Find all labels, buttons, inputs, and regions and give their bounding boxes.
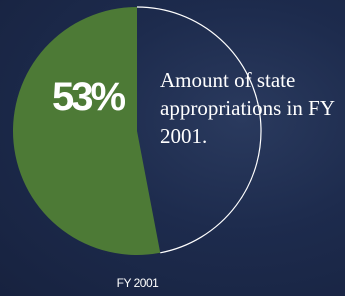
x-label: FY 2001 (0, 276, 275, 290)
value-label: 53% (52, 75, 125, 119)
annotation: Amount of state appropriations in FY 200… (160, 66, 340, 150)
pie-slice (13, 7, 160, 255)
infographic: 53% Amount of state appropriations in FY… (0, 0, 345, 296)
